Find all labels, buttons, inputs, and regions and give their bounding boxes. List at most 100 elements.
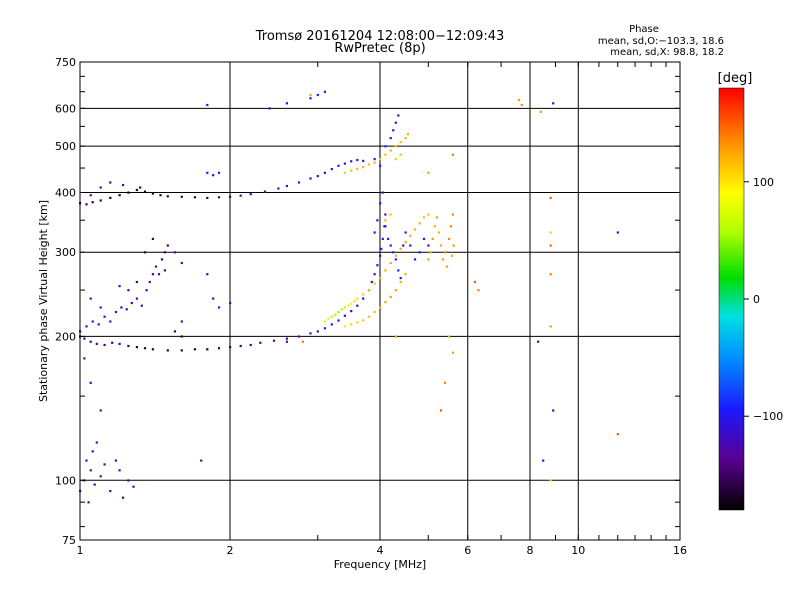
data-point	[356, 168, 359, 171]
data-point	[316, 93, 319, 97]
data-point	[143, 347, 147, 350]
y-tick-label: 600	[55, 102, 76, 115]
chart-title: Tromsø 20161204 12:08:00−12:09:43	[255, 29, 505, 44]
data-point	[122, 183, 125, 187]
grid-lines	[79, 61, 681, 541]
data-point	[95, 441, 98, 444]
data-point	[173, 330, 176, 333]
data-point	[370, 280, 373, 284]
data-point	[394, 121, 397, 124]
colorbar-tick-label: −100	[753, 410, 783, 423]
data-point	[373, 158, 376, 161]
data-point	[451, 153, 454, 156]
data-point	[114, 459, 117, 462]
y-tick-label: 300	[55, 246, 76, 259]
data-point	[362, 319, 365, 322]
data-point	[409, 244, 412, 247]
data-point	[83, 357, 86, 360]
colorbar-tick-label: 0	[753, 293, 760, 306]
data-point	[212, 297, 215, 300]
data-point	[353, 300, 356, 303]
data-point	[127, 191, 130, 194]
data-point	[139, 186, 142, 189]
data-point	[285, 184, 288, 188]
data-point	[402, 244, 405, 247]
data-point	[356, 297, 359, 300]
data-point	[229, 346, 232, 349]
data-point	[435, 216, 438, 219]
data-point	[389, 137, 392, 140]
axis-ticks: 1 2 4 6 8 10 16 75 100 200 300 400 500 600 750	[55, 56, 687, 557]
data-point	[362, 159, 365, 162]
data-point	[549, 231, 552, 234]
data-point	[427, 213, 430, 216]
data-point	[309, 332, 312, 335]
data-point	[89, 340, 92, 343]
data-point	[99, 306, 102, 309]
data-point	[337, 310, 340, 314]
data-point	[229, 301, 232, 305]
data-point	[441, 258, 445, 261]
data-point	[85, 203, 88, 206]
data-point	[114, 310, 117, 314]
data-point	[399, 280, 402, 284]
colorbar-tick-label: 100	[753, 176, 774, 189]
data-point	[399, 247, 402, 250]
x-tick-label: 2	[227, 544, 234, 557]
data-point	[537, 340, 540, 343]
data-point	[330, 168, 333, 171]
data-point	[111, 341, 114, 344]
data-point	[343, 325, 346, 328]
data-point	[118, 469, 121, 472]
data-point	[99, 186, 102, 189]
data-point	[380, 247, 383, 250]
data-point	[549, 196, 552, 199]
data-point	[437, 231, 440, 234]
y-axis-label: Stationary phase Virtual Height [km]	[37, 200, 50, 402]
data-point	[145, 289, 148, 292]
data-point	[443, 381, 447, 384]
data-point	[297, 181, 301, 184]
data-point	[118, 194, 121, 197]
data-point	[445, 265, 449, 268]
data-point	[285, 340, 288, 343]
data-point	[148, 280, 151, 284]
data-point	[367, 163, 371, 166]
data-point	[193, 196, 196, 199]
data-point	[206, 196, 209, 199]
data-point	[394, 254, 397, 257]
data-point	[330, 315, 333, 318]
data-point	[413, 228, 417, 231]
data-point	[316, 330, 319, 333]
data-point	[356, 158, 359, 162]
x-tick-label: 6	[464, 544, 471, 557]
y-tick-label: 75	[62, 534, 76, 547]
data-point	[297, 335, 301, 338]
data-point	[473, 280, 476, 284]
y-tick-label: 750	[55, 56, 76, 69]
data-point	[323, 90, 326, 93]
data-point	[394, 258, 397, 261]
data-point	[91, 450, 94, 453]
data-point	[85, 325, 88, 328]
data-point	[159, 194, 162, 197]
data-point	[193, 348, 196, 351]
data-point	[206, 273, 209, 276]
stats-heading: Phase	[629, 24, 659, 35]
data-point	[373, 282, 376, 285]
data-point	[122, 496, 125, 499]
data-point	[316, 175, 319, 178]
data-point	[379, 202, 382, 205]
data-point	[384, 301, 387, 304]
stats-line-x: mean, sd,X: 98.8, 18.2	[610, 47, 724, 58]
data-point	[549, 244, 552, 247]
data-point	[379, 254, 382, 257]
data-point	[343, 171, 346, 174]
data-point	[180, 349, 183, 352]
data-point	[427, 258, 430, 261]
data-point	[135, 297, 138, 300]
data-point	[350, 310, 353, 313]
data-point	[166, 195, 169, 198]
data-point	[394, 158, 397, 161]
data-point	[418, 222, 421, 225]
